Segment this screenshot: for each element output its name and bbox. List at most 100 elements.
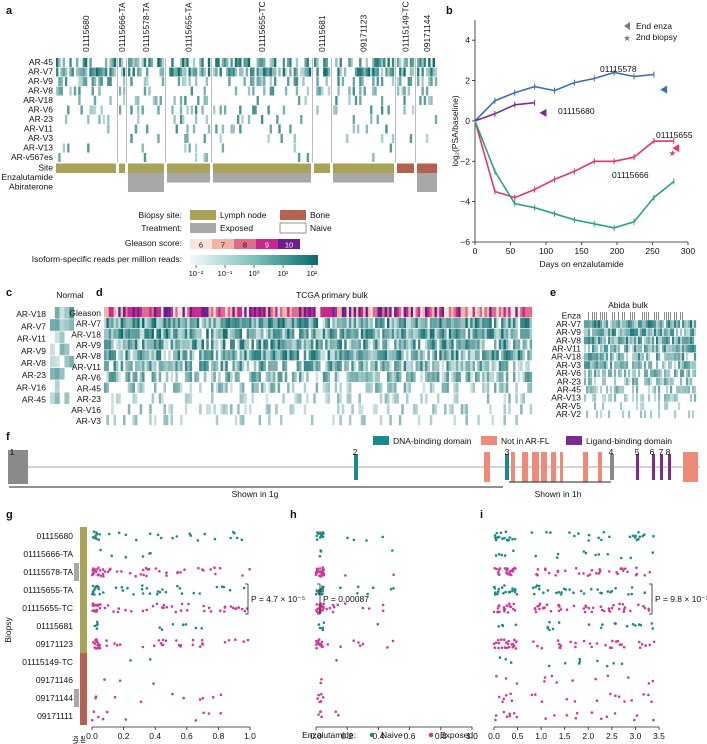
heat-cell — [172, 350, 176, 361]
heat-cell — [503, 328, 506, 339]
g-point — [99, 548, 102, 552]
heat-cell — [624, 344, 627, 353]
heat-cell — [356, 350, 359, 361]
heat-cell — [69, 355, 75, 368]
i-point — [504, 694, 508, 697]
heat-cell — [270, 307, 273, 318]
panel-h-label: h — [290, 509, 297, 521]
i-point — [573, 534, 576, 538]
heat-cell — [234, 58, 238, 67]
heat-cell — [159, 58, 162, 67]
h-point — [314, 643, 318, 646]
heat-cell — [401, 328, 404, 339]
heat-cell — [501, 350, 504, 361]
i-point — [574, 641, 577, 645]
heat-cell — [385, 124, 388, 134]
h-point — [381, 535, 385, 539]
heat-cell — [472, 328, 476, 339]
heat-cell — [427, 371, 430, 382]
heat-cell — [171, 67, 174, 77]
heat-cell — [189, 350, 193, 361]
heat-cell — [430, 67, 433, 77]
heat-cell — [260, 67, 264, 77]
g-point — [148, 532, 152, 535]
heat-cell — [356, 124, 360, 134]
heat-cell — [401, 86, 404, 96]
heat-cell — [111, 307, 114, 318]
heat-cell — [258, 339, 262, 350]
heat-cell — [610, 336, 613, 345]
heat-cell — [422, 317, 426, 328]
heat-cell — [482, 350, 485, 361]
g-point — [152, 644, 156, 648]
heat-cell — [527, 328, 530, 339]
g-point — [158, 626, 162, 629]
heat-cell — [644, 328, 647, 337]
heat-cell — [239, 58, 242, 67]
heat-cell — [668, 394, 671, 402]
i-point — [549, 531, 552, 534]
heat-cell — [184, 393, 188, 404]
heat-cell — [113, 328, 117, 339]
i-point — [590, 587, 593, 591]
heat-cell — [584, 369, 587, 378]
heat-cell — [642, 402, 645, 410]
heat-cell — [54, 331, 60, 343]
i-point — [635, 572, 639, 576]
heat-cell — [278, 67, 281, 77]
heat-cell — [64, 67, 68, 77]
heat-cell — [182, 317, 185, 328]
heat-cell — [153, 371, 157, 382]
heat-cell — [219, 67, 222, 77]
heat-cell — [365, 350, 369, 361]
heat-cell — [304, 58, 307, 67]
heat-cell — [339, 67, 342, 77]
legend-notfl-swatch — [481, 436, 497, 445]
g-point — [202, 604, 205, 608]
heat-cell — [474, 307, 478, 318]
heat-cell — [662, 320, 665, 328]
heat-cell — [144, 361, 147, 372]
enza-cell — [213, 173, 311, 183]
heat-cell — [241, 67, 244, 77]
heat-cell — [325, 382, 328, 393]
g-point — [165, 605, 169, 609]
heat-cell — [463, 307, 466, 318]
heat-cell — [644, 336, 647, 345]
heat-cell — [650, 369, 653, 378]
heat-cell — [505, 339, 509, 350]
heat-cell — [78, 77, 81, 86]
g-point — [124, 533, 128, 537]
heat-cell — [524, 317, 528, 328]
heat-cell — [109, 58, 112, 67]
i-point — [556, 639, 560, 642]
h-point — [381, 603, 385, 607]
h-point — [367, 607, 371, 610]
heat-cell — [348, 58, 351, 67]
heat-cell — [692, 385, 695, 394]
heat-cell — [346, 393, 350, 404]
heat-cell — [586, 320, 589, 328]
heat-cell — [337, 361, 340, 372]
heat-row-label-ar-v8: AR-V8 — [21, 358, 46, 368]
h-point — [320, 640, 324, 644]
heat-cell — [598, 328, 601, 337]
heat-cell — [334, 317, 338, 328]
heat-cell — [215, 317, 219, 328]
heat-cell — [477, 307, 480, 318]
i-point — [546, 625, 550, 629]
heat-cell — [294, 339, 297, 350]
gleason-scale: 6 7 8 9 10 — [190, 239, 300, 250]
site-cell — [128, 163, 164, 173]
heat-row-label-ar-v7: AR-V7 — [76, 319, 101, 329]
h-point — [344, 602, 347, 605]
heat-cell — [503, 317, 506, 328]
heat-cell — [220, 339, 224, 350]
heat-cell — [320, 86, 324, 96]
heat-cell — [453, 382, 457, 393]
exon-number-3: 3 — [505, 447, 510, 457]
legend-end-enza-icon — [624, 22, 630, 30]
heat-cell — [351, 404, 354, 415]
heat-cell — [602, 377, 605, 386]
legend-end-enza-label: End enza — [636, 21, 672, 31]
